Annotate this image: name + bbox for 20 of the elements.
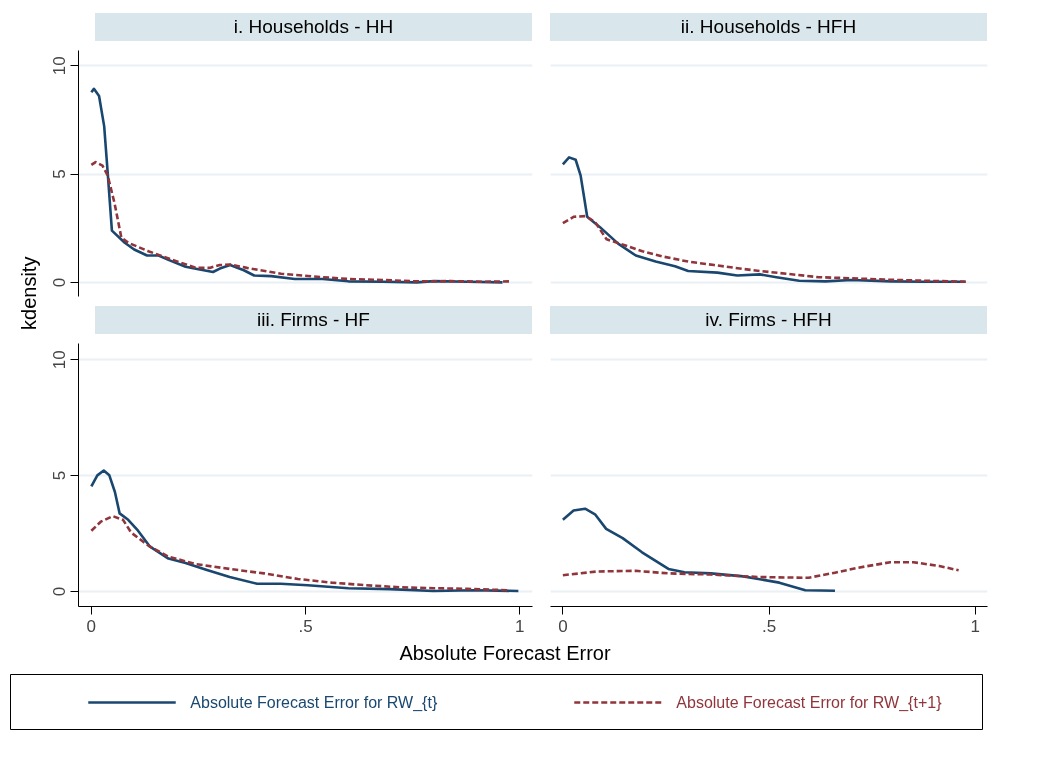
x-tick-label: 1 [970, 616, 980, 636]
text: Absolute Forecast Error for RW_{t} [190, 694, 438, 712]
y-tick-label: 5 [50, 169, 70, 179]
y-tick-label: 10 [50, 350, 70, 370]
chart-title: iii. Firms - HF [257, 308, 370, 332]
y-tick-label: 0 [50, 586, 70, 597]
x-tick-label: .5 [298, 616, 313, 636]
x-tick-label: .5 [761, 616, 777, 636]
x-tick-label: 0 [86, 616, 97, 636]
x-axis-title: Absolute Forecast Error [398, 641, 612, 666]
x-tick-label: 0 [558, 616, 568, 636]
y-axis-title: kdensity [17, 256, 42, 330]
y-tick-label: 10 [50, 56, 70, 76]
y-tick-label: 0 [50, 277, 70, 288]
text: Absolute Forecast Error for RW_{t+1} [676, 694, 943, 712]
x-tick-label: 1 [514, 616, 525, 636]
chart-title: i. Households - HH [233, 15, 394, 39]
chart-title: iv. Firms - HFH [705, 308, 832, 332]
y-tick-label: 5 [50, 470, 70, 481]
chart-title: ii. Households - HFH [680, 15, 857, 39]
